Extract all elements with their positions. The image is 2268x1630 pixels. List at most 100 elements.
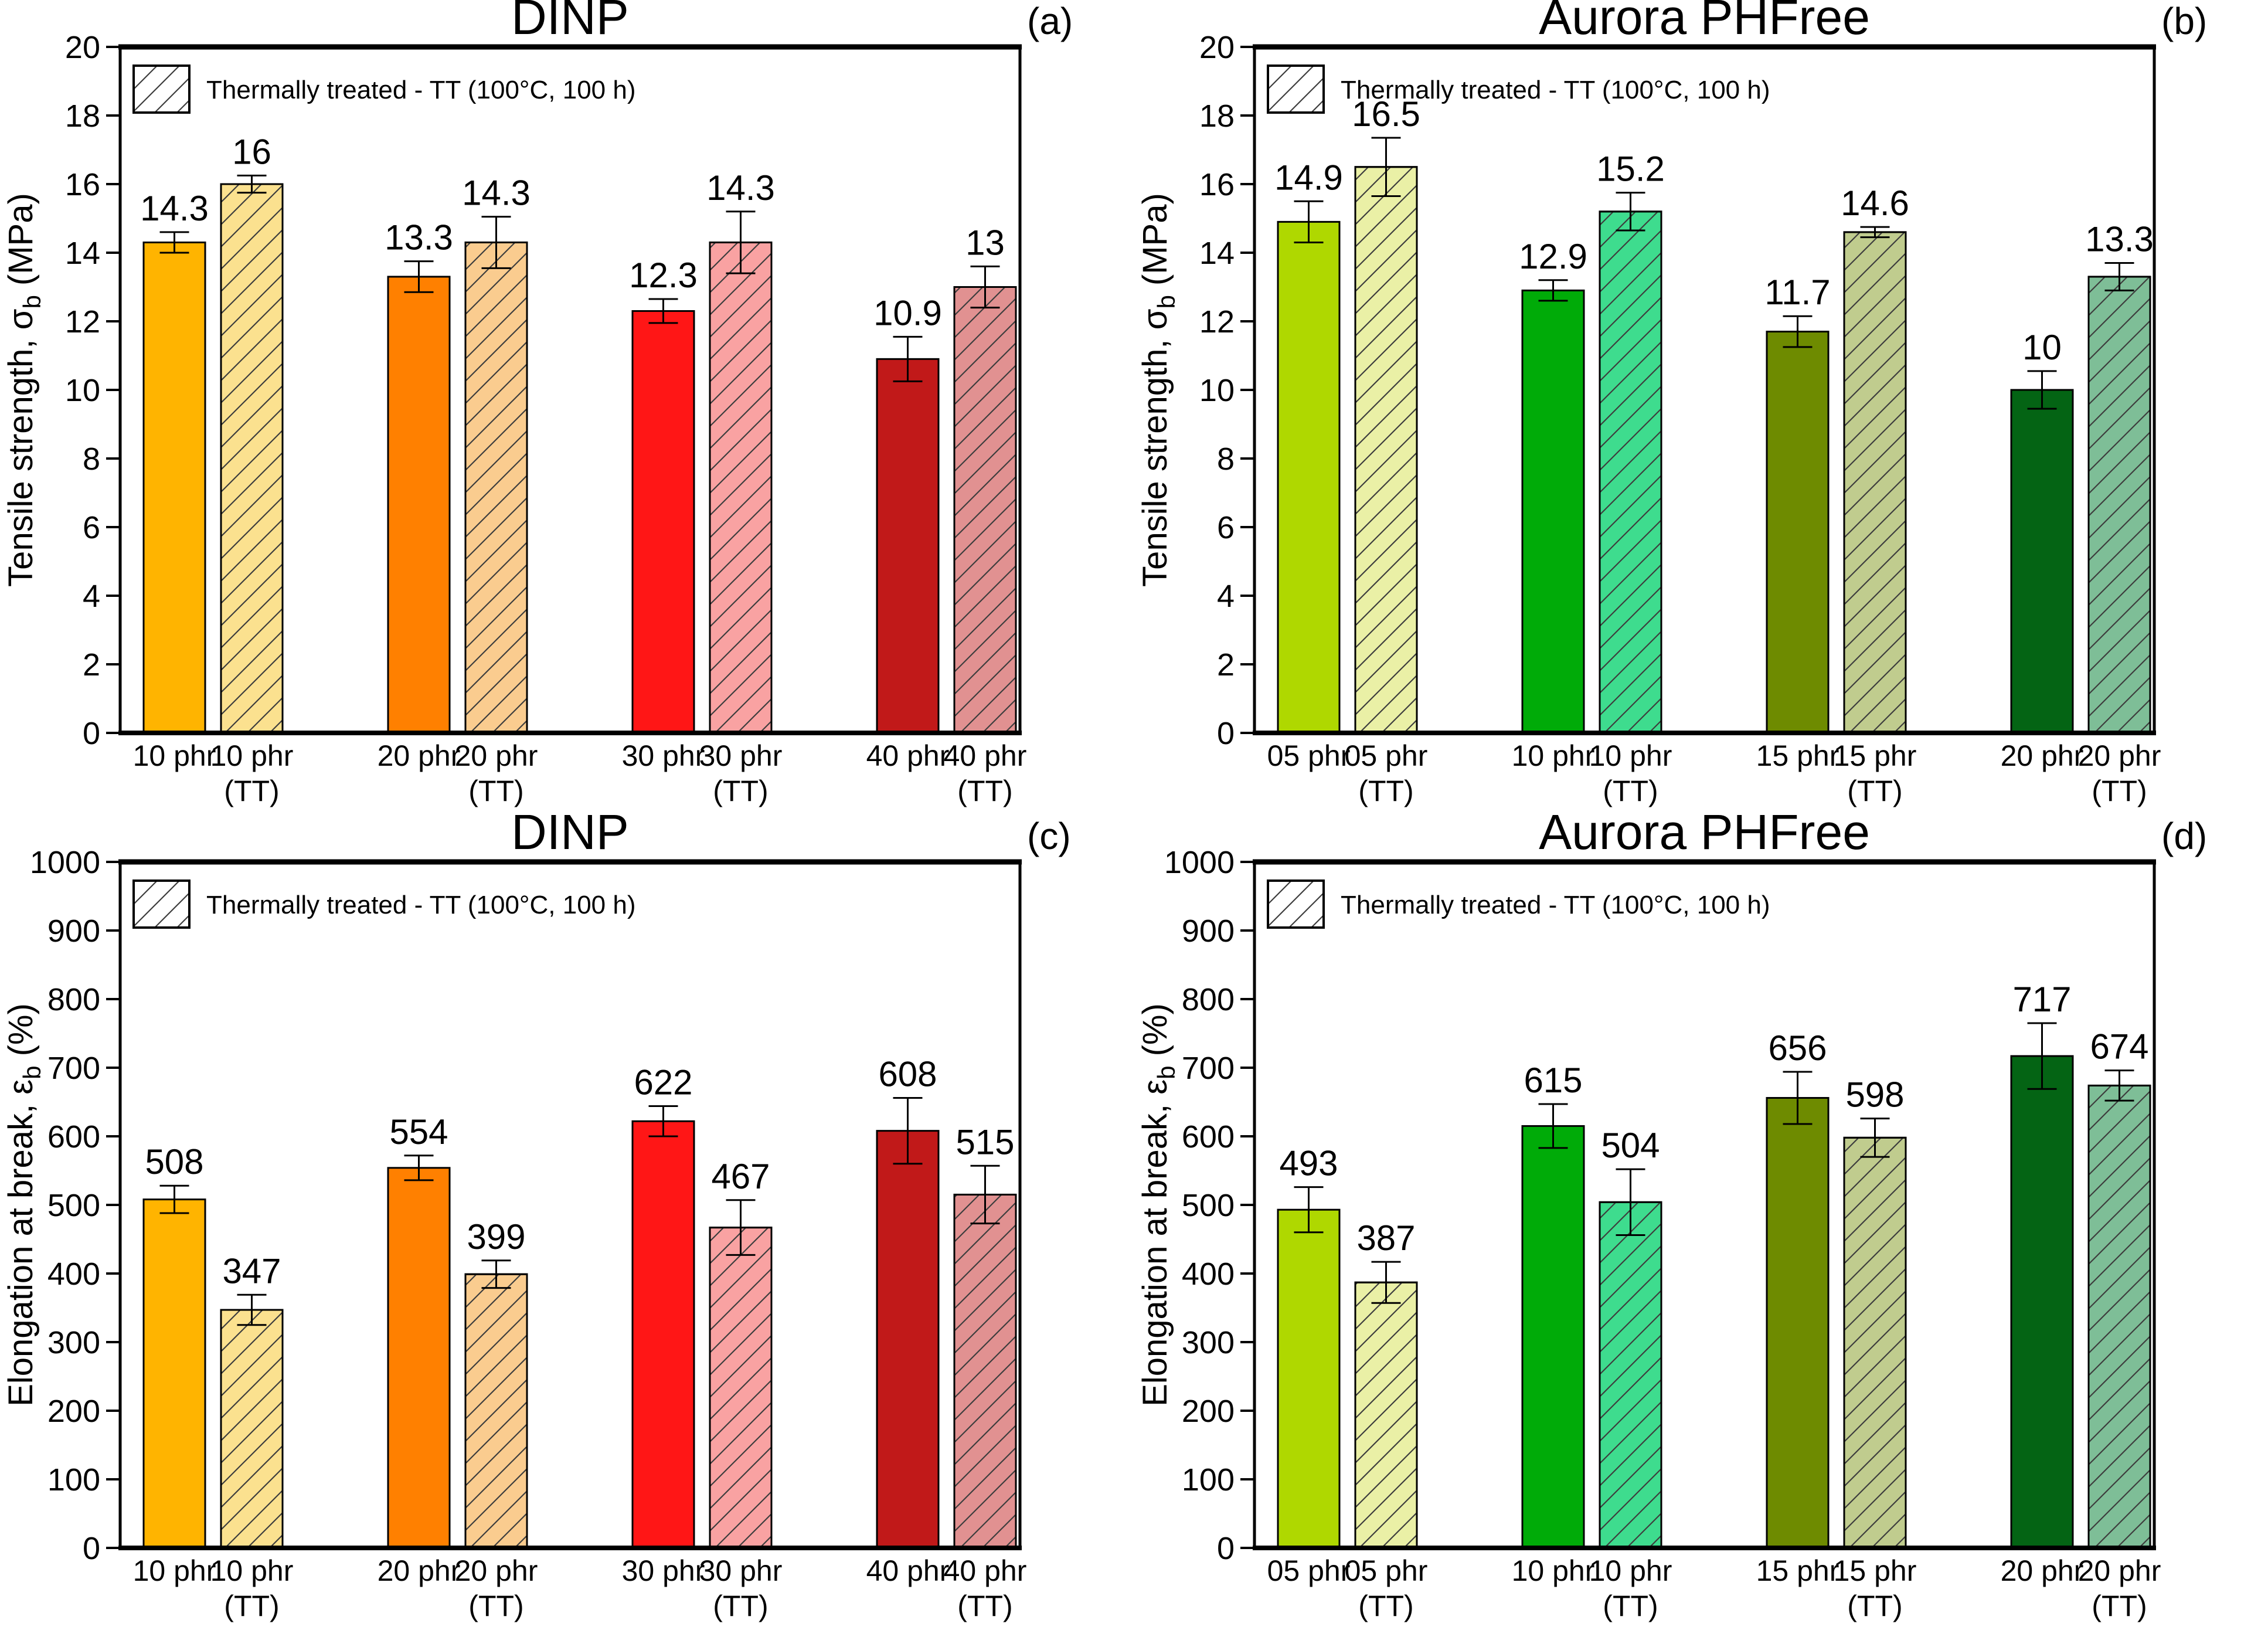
- x-category-label: 05 phr: [1345, 739, 1428, 772]
- y-tick-label: 4: [83, 579, 100, 614]
- y-axis-title: Tensile strength, σb (MPa): [1136, 193, 1180, 587]
- y-tick-label: 14: [65, 236, 100, 271]
- x-category-label: 30 phr: [622, 739, 705, 772]
- x-category-label: 10 phr: [133, 739, 216, 772]
- bar-value-label: 14.3: [706, 168, 775, 208]
- panel-title: DINP: [511, 0, 629, 45]
- legend-swatch-hatch: [1267, 64, 1325, 114]
- y-tick-label: 20: [65, 30, 100, 65]
- y-tick-label: 6: [1217, 510, 1235, 545]
- y-tick-label: 600: [1182, 1119, 1235, 1154]
- y-tick-label: 16: [65, 167, 100, 202]
- x-category-label-tt: (TT): [1358, 1590, 1413, 1622]
- bar-untreated: [2010, 389, 2074, 734]
- panel-title: Aurora PHFree: [1539, 815, 1870, 860]
- bar-hatch-overlay: [1354, 166, 1418, 734]
- y-tick-label: 500: [47, 1188, 100, 1223]
- y-axis-title: Elongation at break, εb (%): [2, 1003, 46, 1407]
- panel-title: Aurora PHFree: [1539, 0, 1870, 45]
- x-category-label: 20 phr: [2001, 1554, 2084, 1587]
- y-tick-label: 0: [83, 1531, 100, 1566]
- y-tick-label: 18: [65, 99, 100, 134]
- y-tick-label: 14: [1199, 236, 1235, 271]
- x-category-label: 40 phr: [866, 1554, 950, 1587]
- chart-panel-b-tensile-aurora: Aurora PHFree (b) Tensile strength, σb (MP…: [1136, 0, 2207, 807]
- y-tick-label: 1000: [1164, 845, 1235, 880]
- bar-value-label: 656: [1768, 1028, 1827, 1068]
- bar-untreated: [876, 1130, 940, 1549]
- chart-panel-d-elongation-aurora: Aurora PHFree (d) Elongation at break, εb …: [1136, 815, 2207, 1622]
- bar-untreated: [387, 276, 451, 734]
- y-tick-label: 600: [47, 1119, 100, 1154]
- y-tick-label: 400: [47, 1257, 100, 1292]
- x-category-label: 40 phr: [866, 739, 950, 772]
- x-category-label: 10 phr: [1589, 739, 1672, 772]
- bar-value-label: 14.3: [462, 174, 531, 213]
- x-category-label-tt: (TT): [468, 1590, 523, 1622]
- bar-value-label: 10.9: [873, 293, 942, 332]
- y-tick-label: 8: [1217, 442, 1235, 477]
- bar-untreated: [631, 310, 695, 734]
- y-tick-label: 700: [47, 1051, 100, 1086]
- bar-hatch-overlay: [953, 1193, 1017, 1549]
- x-category-label: 10 phr: [1589, 1554, 1672, 1587]
- x-category-label-tt: (TT): [713, 775, 768, 807]
- y-tick-label: 0: [83, 716, 100, 751]
- panel-corner-label: (c): [1027, 815, 1071, 857]
- x-category-label-tt: (TT): [2092, 775, 2147, 807]
- bar-hatch-overlay: [709, 241, 773, 734]
- y-tick-label: 100: [47, 1462, 100, 1497]
- x-category-label-tt: (TT): [224, 775, 279, 807]
- bar-value-label: 14.3: [140, 189, 209, 228]
- x-category-label-tt: (TT): [713, 1590, 768, 1622]
- bar-value-label: 615: [1524, 1061, 1582, 1100]
- y-axis-title: Elongation at break, εb (%): [1136, 1003, 1180, 1407]
- x-category-label-tt: (TT): [1603, 775, 1658, 807]
- y-tick-label: 10: [1199, 373, 1235, 408]
- y-tick-label: 18: [1199, 99, 1235, 134]
- bar-value-label: 399: [467, 1217, 525, 1257]
- bar-value-label: 717: [2012, 980, 2071, 1019]
- y-tick-label: 700: [1182, 1051, 1235, 1086]
- y-tick-label: 12: [1199, 304, 1235, 339]
- panel-title: DINP: [511, 815, 629, 860]
- bar-hatch-overlay: [2087, 1084, 2151, 1549]
- x-category-label: 20 phr: [2001, 739, 2084, 772]
- panel-corner-label: (b): [2161, 0, 2207, 42]
- bar-hatch-overlay: [1843, 231, 1907, 734]
- bar-value-label: 598: [1845, 1075, 1904, 1115]
- y-tick-label: 900: [1182, 914, 1235, 949]
- x-category-label: 10 phr: [210, 739, 294, 772]
- x-category-label: 05 phr: [1345, 1554, 1428, 1587]
- y-tick-label: 8: [83, 442, 100, 477]
- x-category-label: 10 phr: [133, 1554, 216, 1587]
- x-category-label-tt: (TT): [957, 1590, 1012, 1622]
- bar-value-label: 11.7: [1764, 273, 1830, 312]
- y-tick-label: 0: [1217, 716, 1235, 751]
- bar-value-label: 347: [222, 1251, 281, 1291]
- x-category-label: 05 phr: [1267, 1554, 1351, 1587]
- x-category-label-tt: (TT): [957, 775, 1012, 807]
- bar-value-label: 16: [232, 132, 271, 171]
- x-category-label-tt: (TT): [224, 1590, 279, 1622]
- y-tick-label: 200: [1182, 1394, 1235, 1429]
- panel-corner-label: (a): [1027, 0, 1073, 42]
- bar-value-label: 10: [2022, 328, 2062, 367]
- bar-hatch-overlay: [464, 241, 528, 734]
- y-tick-label: 300: [47, 1325, 100, 1360]
- x-category-label: 20 phr: [455, 1554, 538, 1587]
- chart-panel-a-tensile-dinp: DINP (a) Tensile strength, σb (MPa) 0 2 4 6 8 10…: [2, 0, 1073, 807]
- bar-hatch-overlay: [953, 286, 1017, 734]
- y-tick-label: 900: [47, 914, 100, 949]
- x-category-label-tt: (TT): [2092, 1590, 2147, 1622]
- bar-value-label: 674: [2090, 1027, 2148, 1067]
- bar-value-label: 13.3: [2085, 220, 2154, 259]
- x-category-label: 15 phr: [1834, 1554, 1917, 1587]
- legend-swatch-hatch: [132, 64, 191, 114]
- bar-hatch-overlay: [220, 1309, 284, 1549]
- bar-hatch-overlay: [1599, 210, 1662, 734]
- bar-value-label: 13: [965, 223, 1005, 262]
- bar-value-label: 12.3: [629, 256, 698, 295]
- bar-untreated: [631, 1120, 695, 1549]
